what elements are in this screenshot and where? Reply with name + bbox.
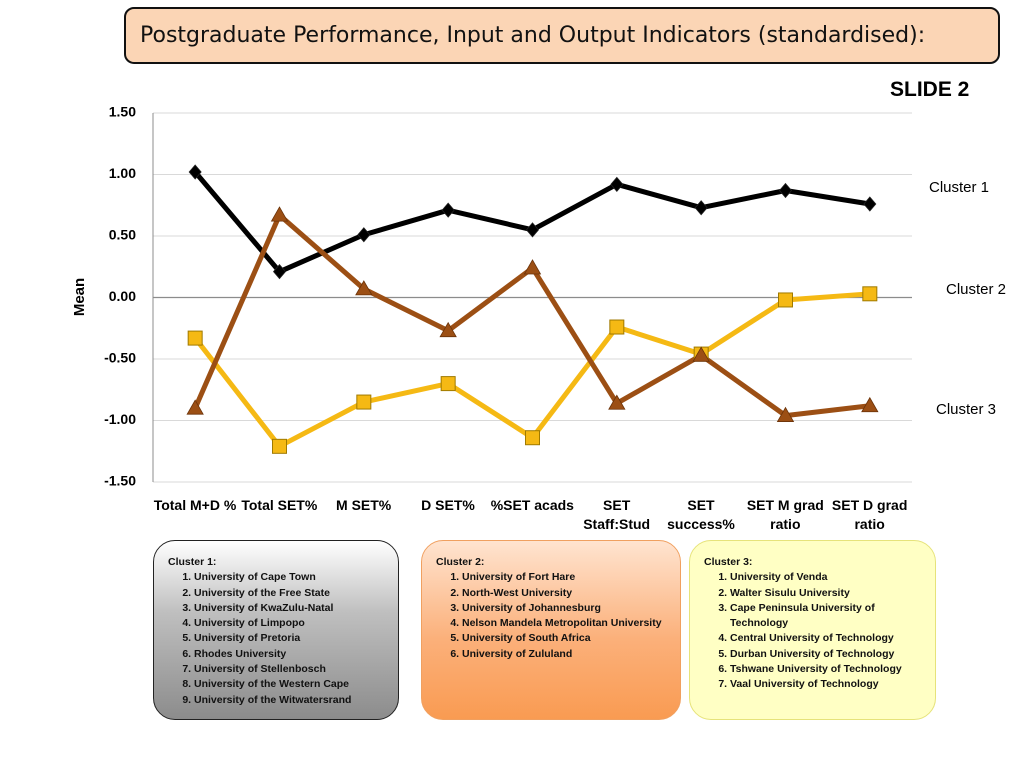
- cluster-item: Cape Peninsula University of Technology: [730, 601, 927, 632]
- point: [692, 346, 710, 362]
- point: [523, 259, 542, 275]
- point: [694, 200, 708, 216]
- cluster-item: University of Zululand: [462, 647, 672, 662]
- point: [525, 430, 540, 446]
- cluster-item: Central University of Technology: [730, 631, 927, 646]
- x-tick-label: SET Staff:Stud: [583, 497, 651, 532]
- point: [525, 222, 540, 238]
- cluster-item: Tshwane University of Technology: [730, 662, 927, 677]
- cluster-item: University of Limpopo: [194, 616, 390, 631]
- point: [610, 176, 624, 192]
- cluster-title: Cluster 3:: [704, 556, 753, 568]
- point: [270, 206, 289, 222]
- cluster-item: University of Stellenbosch: [194, 662, 390, 677]
- x-tick-label: M SET%: [336, 497, 392, 513]
- y-tick-label: -1.50: [104, 473, 136, 489]
- point: [439, 321, 457, 338]
- point: [188, 164, 202, 180]
- legend-label: Cluster 2: [946, 281, 1006, 298]
- point: [861, 396, 879, 413]
- x-tick-label: SET success%: [667, 497, 735, 532]
- cluster-item: North-West University: [462, 586, 672, 601]
- point: [272, 438, 287, 454]
- cluster-item: University of Johannesburg: [462, 601, 672, 616]
- cluster-list: University of Cape TownUniversity of the…: [168, 570, 390, 708]
- series-line: [193, 170, 871, 275]
- cluster-item: University of Pretoria: [194, 631, 390, 646]
- cluster-box: Cluster 2: University of Fort HareNorth-W…: [421, 540, 681, 720]
- point: [441, 202, 455, 218]
- cluster-item: University of KwaZulu-Natal: [194, 601, 390, 616]
- cluster-title: Cluster 2:: [436, 556, 485, 568]
- legend-label: Cluster 3: [936, 401, 996, 418]
- legend-label: Cluster 1: [929, 179, 989, 196]
- y-tick-label: -1.00: [104, 411, 136, 427]
- point: [776, 406, 795, 422]
- cluster-item: University of the Witwatersrand: [194, 693, 390, 708]
- point: [609, 319, 625, 335]
- point: [187, 330, 203, 346]
- x-tick-label: SET D grad ratio: [831, 497, 908, 532]
- cluster-item: University of Cape Town: [194, 570, 390, 585]
- point: [440, 376, 456, 392]
- series-line: [193, 291, 871, 449]
- point: [355, 280, 373, 296]
- cluster-item: University of Fort Hare: [462, 570, 672, 585]
- series-line: [192, 212, 871, 419]
- cluster-item: Vaal University of Technology: [730, 677, 927, 692]
- y-axis-label: Mean: [71, 278, 88, 316]
- point: [356, 394, 372, 410]
- cluster-box: Cluster 3: University of VendaWalter Sisu…: [689, 540, 936, 720]
- point: [608, 394, 626, 410]
- point: [778, 292, 793, 308]
- cluster-item: University of the Free State: [194, 586, 390, 601]
- cluster-item: Nelson Mandela Metropolitan University: [462, 616, 672, 631]
- point: [272, 264, 287, 280]
- y-tick-label: 1.00: [109, 165, 136, 181]
- title: Postgraduate Performance, Input and Outp…: [124, 7, 1000, 64]
- x-tick-label: %SET acads: [490, 497, 574, 513]
- cluster-box: Cluster 1:University of Cape TownUnivers…: [153, 540, 399, 720]
- slide-label: SLIDE 2: [890, 78, 970, 101]
- x-tick-label: Total SET%: [241, 497, 318, 513]
- cluster-title: Cluster 1:: [168, 556, 217, 568]
- y-tick-label: 0.00: [109, 288, 136, 304]
- point: [863, 196, 877, 212]
- cluster-item: Rhodes University: [194, 647, 390, 662]
- point: [862, 286, 878, 302]
- y-tick-label: -0.50: [104, 350, 136, 366]
- cluster-list: University of VendaWalter Sisulu Univers…: [704, 570, 927, 692]
- point: [357, 227, 371, 243]
- point: [186, 399, 204, 415]
- cluster-item: Durban University of Technology: [730, 647, 927, 662]
- y-tick-label: 0.50: [109, 227, 136, 243]
- cluster-item: University of the Western Cape: [194, 677, 390, 692]
- cluster-item: Walter Sisulu University: [730, 586, 927, 601]
- x-tick-label: D SET%: [421, 497, 475, 513]
- cluster-list: University of Fort HareNorth-West Univer…: [436, 570, 672, 662]
- cluster-item: University of South Africa: [462, 631, 672, 646]
- cluster-item: University of Venda: [730, 570, 927, 585]
- point: [778, 182, 793, 199]
- y-tick-label: 1.50: [109, 104, 136, 120]
- x-tick-label: SET M grad ratio: [746, 497, 824, 532]
- x-tick-label: Total M+D %: [153, 497, 237, 513]
